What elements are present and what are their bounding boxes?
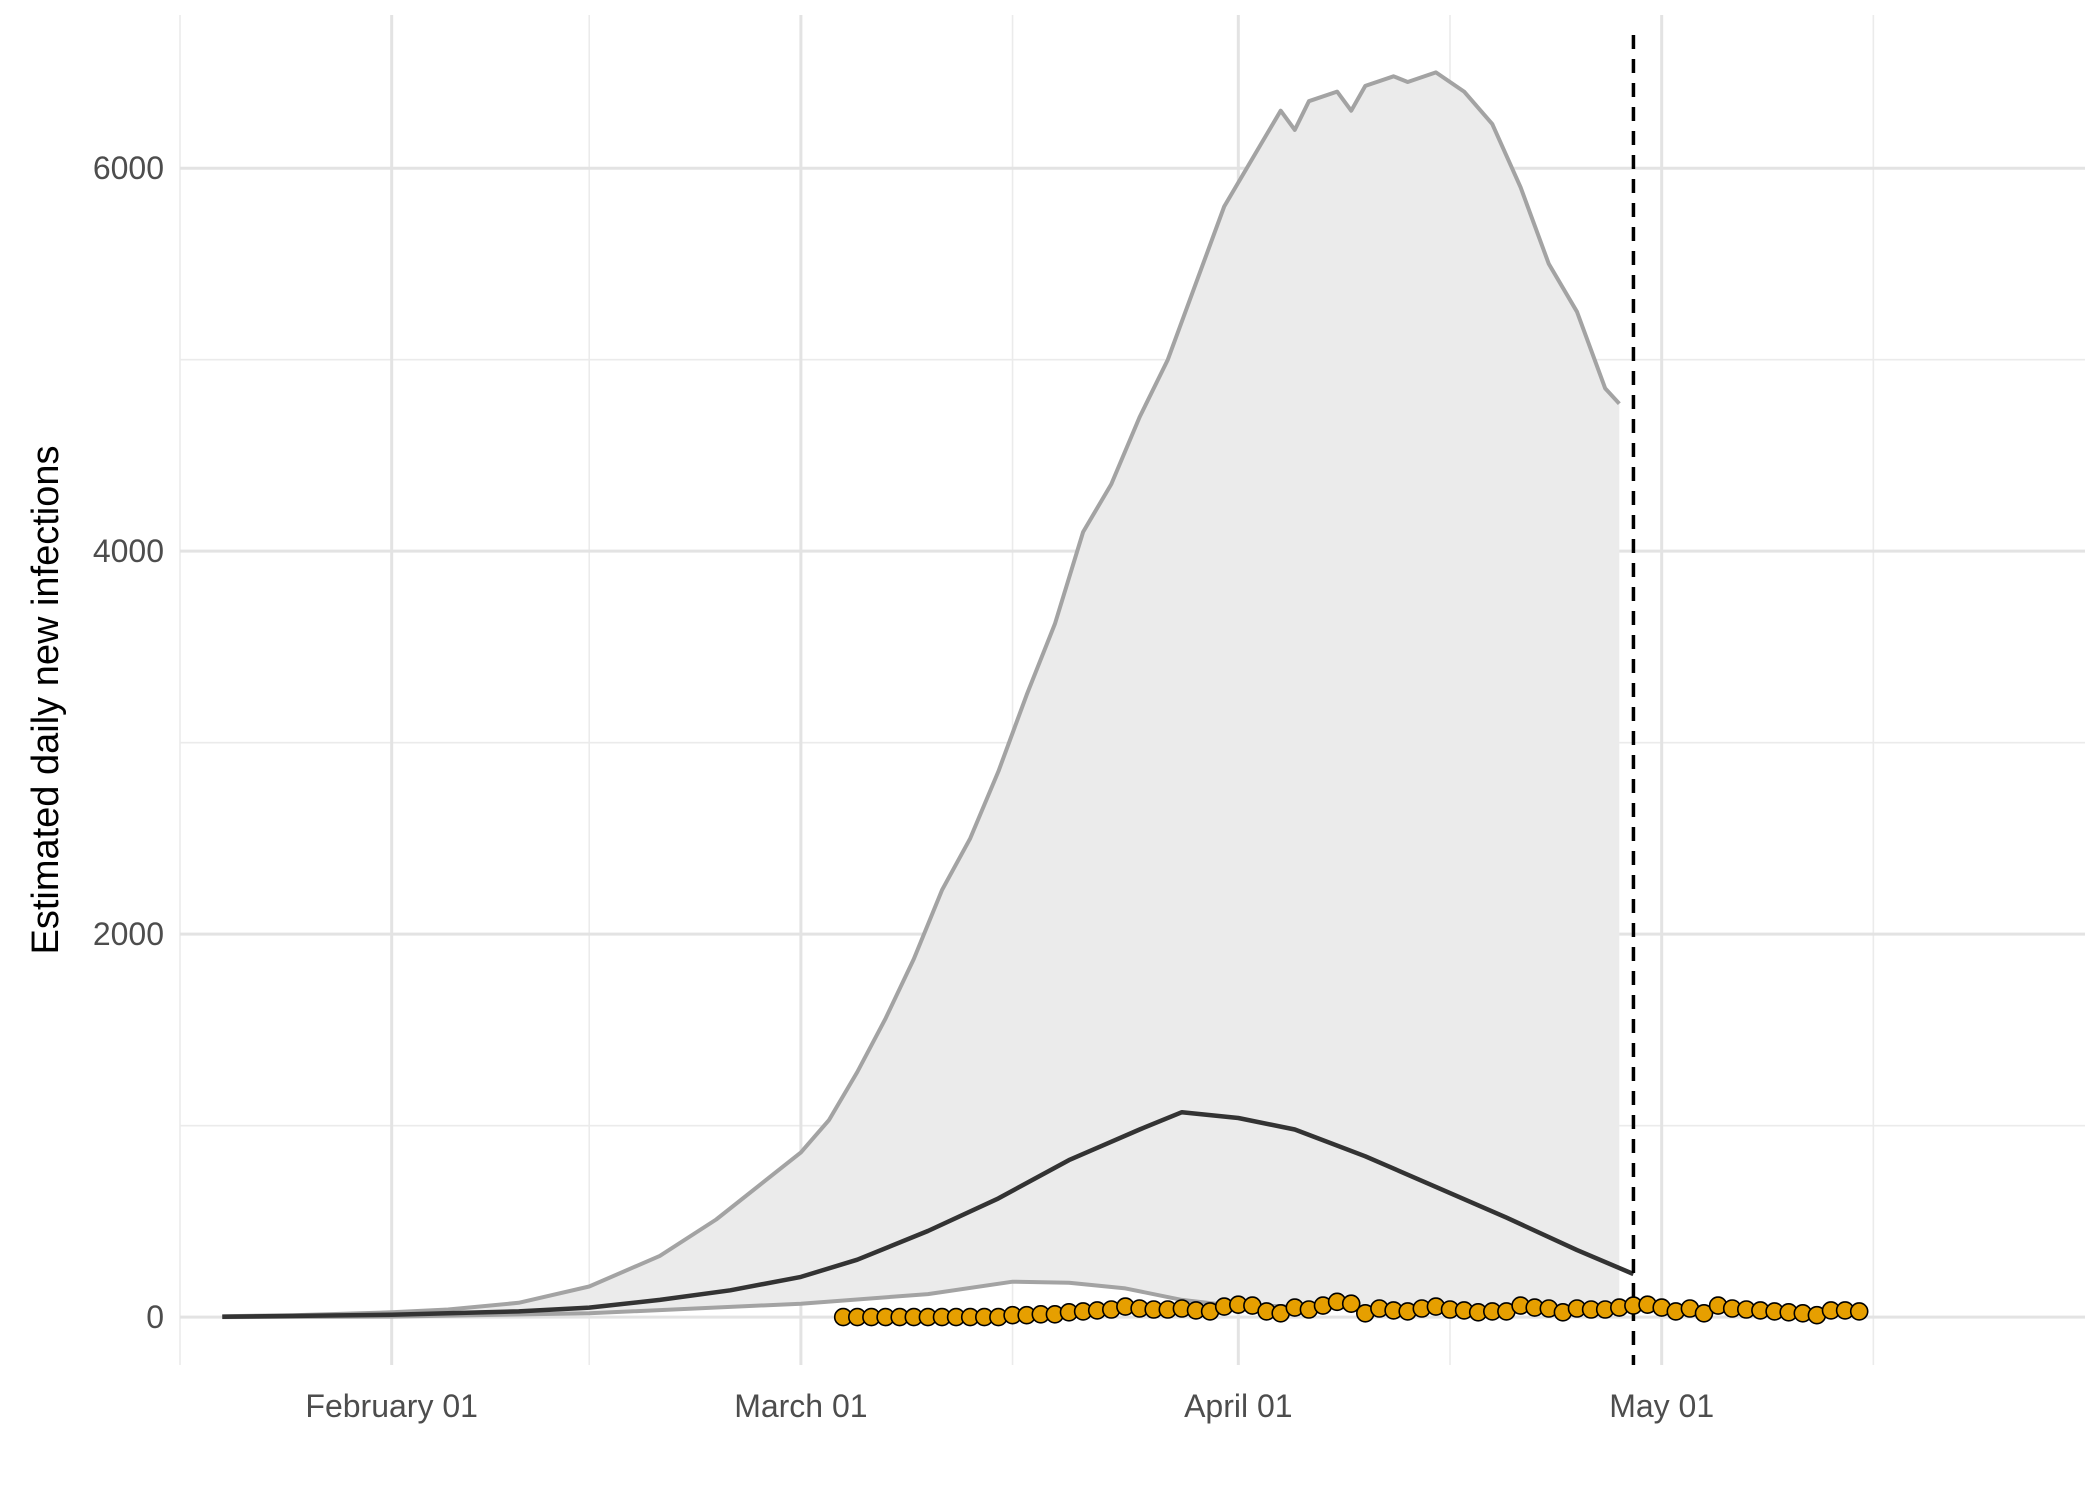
uncertainty-band bbox=[222, 70, 1621, 1320]
median-line bbox=[222, 1109, 1635, 1319]
x-tick-label: May 01 bbox=[1609, 1388, 1714, 1424]
y-tick-label: 6000 bbox=[93, 150, 164, 186]
reported-cases-points bbox=[833, 1292, 1869, 1327]
y-tick-label: 0 bbox=[146, 1299, 164, 1335]
y-axis-ticks: 0 2000 4000 6000 bbox=[93, 150, 164, 1335]
case-point bbox=[1694, 1304, 1714, 1323]
x-tick-label: March 01 bbox=[734, 1388, 867, 1424]
y-tick-label: 2000 bbox=[93, 916, 164, 952]
case-point bbox=[1341, 1294, 1361, 1313]
band-fill bbox=[222, 72, 1620, 1318]
x-tick-label: February 01 bbox=[305, 1388, 478, 1424]
case-point bbox=[1849, 1302, 1869, 1321]
x-tick-label: April 01 bbox=[1184, 1388, 1293, 1424]
band-upper-line bbox=[222, 70, 1621, 1319]
median-line-layer bbox=[222, 1109, 1635, 1319]
x-axis-ticks: February 01 March 01 April 01 May 01 bbox=[305, 1388, 1714, 1424]
y-tick-label: 4000 bbox=[93, 533, 164, 569]
y-axis-title: Estimated daily new infections bbox=[25, 445, 67, 954]
